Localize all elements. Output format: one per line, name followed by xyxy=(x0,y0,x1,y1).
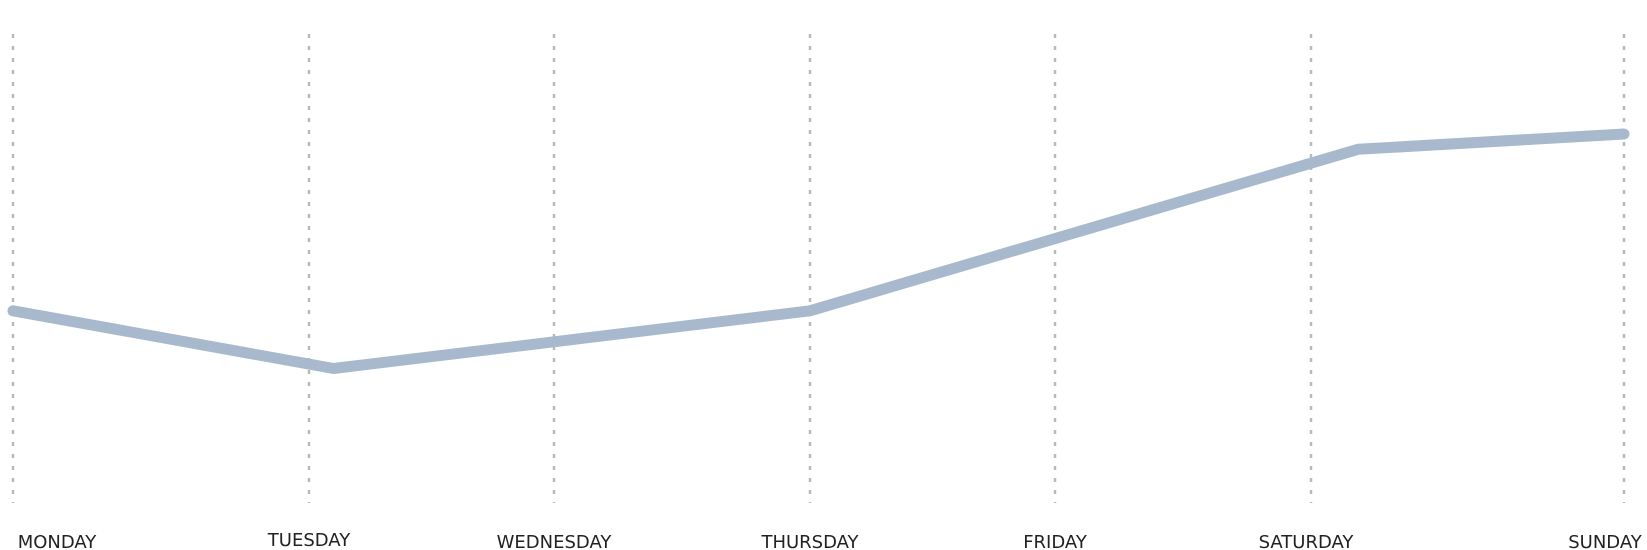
x-tick-label-friday: FRIDAY xyxy=(1023,532,1088,550)
series-line-0 xyxy=(7,128,1630,374)
x-tick-label-saturday: SATURDAY xyxy=(1259,532,1355,550)
x-tick-label-wednesday: WEDNESDAY xyxy=(497,532,613,550)
x-tick-label-sunday: SUNDAY xyxy=(1568,532,1643,550)
x-tick-label-monday: MONDAY xyxy=(18,532,98,550)
series-group xyxy=(7,128,1630,374)
x-tick-label-tuesday: TUESDAY xyxy=(267,530,351,550)
gridlines xyxy=(11,34,1626,503)
x-tick-label-thursday: THURSDAY xyxy=(760,532,859,550)
x-axis-tick-labels: MONDAY TUESDAY WEDNESDAY THURSDAY FRIDAY SATU… xyxy=(18,530,1643,550)
